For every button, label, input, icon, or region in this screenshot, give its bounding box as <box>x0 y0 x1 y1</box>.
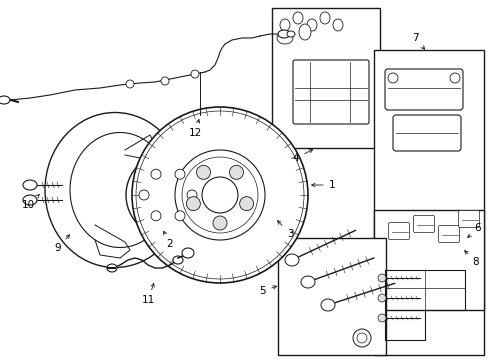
Ellipse shape <box>276 32 292 44</box>
Ellipse shape <box>45 112 184 267</box>
Ellipse shape <box>186 197 200 211</box>
Ellipse shape <box>298 24 310 40</box>
Ellipse shape <box>126 80 134 88</box>
Ellipse shape <box>23 180 37 190</box>
Ellipse shape <box>132 107 307 283</box>
Bar <box>373 210 483 310</box>
Bar <box>278 238 385 355</box>
Ellipse shape <box>387 73 397 83</box>
Ellipse shape <box>136 163 200 227</box>
Ellipse shape <box>151 169 161 179</box>
Ellipse shape <box>278 30 289 38</box>
Bar <box>271 8 379 148</box>
Ellipse shape <box>175 150 264 240</box>
Ellipse shape <box>182 157 258 233</box>
Text: 5: 5 <box>259 286 276 296</box>
Ellipse shape <box>229 165 243 179</box>
Ellipse shape <box>352 329 370 347</box>
Text: 12: 12 <box>188 120 201 138</box>
Ellipse shape <box>319 12 329 24</box>
Ellipse shape <box>320 299 334 311</box>
Ellipse shape <box>306 19 316 31</box>
Ellipse shape <box>377 274 385 282</box>
Text: 11: 11 <box>141 283 154 305</box>
Ellipse shape <box>280 19 289 31</box>
Ellipse shape <box>173 256 183 264</box>
Ellipse shape <box>182 248 194 258</box>
Bar <box>373 50 483 355</box>
Ellipse shape <box>239 197 253 211</box>
Text: 8: 8 <box>464 251 478 267</box>
Ellipse shape <box>191 70 199 78</box>
Ellipse shape <box>161 77 169 85</box>
Text: 1: 1 <box>311 180 335 190</box>
Ellipse shape <box>151 211 161 221</box>
Ellipse shape <box>332 19 342 31</box>
Text: 9: 9 <box>55 235 69 253</box>
FancyBboxPatch shape <box>438 225 459 243</box>
Ellipse shape <box>286 31 294 37</box>
Ellipse shape <box>213 216 226 230</box>
Text: 7: 7 <box>411 33 424 49</box>
Ellipse shape <box>301 276 314 288</box>
FancyBboxPatch shape <box>292 60 368 124</box>
FancyBboxPatch shape <box>384 69 462 110</box>
Ellipse shape <box>0 96 10 104</box>
Ellipse shape <box>126 153 209 237</box>
FancyBboxPatch shape <box>392 115 460 151</box>
Ellipse shape <box>196 165 210 179</box>
Text: 10: 10 <box>21 194 39 210</box>
Ellipse shape <box>449 73 459 83</box>
Ellipse shape <box>186 190 197 200</box>
Ellipse shape <box>292 12 303 24</box>
Ellipse shape <box>356 333 366 343</box>
Text: 3: 3 <box>277 221 293 239</box>
FancyBboxPatch shape <box>413 216 434 233</box>
Ellipse shape <box>285 254 298 266</box>
Ellipse shape <box>23 195 37 205</box>
Text: 2: 2 <box>163 231 173 249</box>
Ellipse shape <box>377 314 385 322</box>
Ellipse shape <box>175 169 184 179</box>
FancyBboxPatch shape <box>387 222 408 239</box>
FancyBboxPatch shape <box>458 211 479 228</box>
Text: 6: 6 <box>467 223 480 238</box>
Text: 4: 4 <box>292 150 312 163</box>
Ellipse shape <box>139 190 149 200</box>
Ellipse shape <box>175 211 184 221</box>
Ellipse shape <box>202 177 238 213</box>
Ellipse shape <box>153 180 183 210</box>
Ellipse shape <box>377 294 385 302</box>
Ellipse shape <box>107 264 117 272</box>
